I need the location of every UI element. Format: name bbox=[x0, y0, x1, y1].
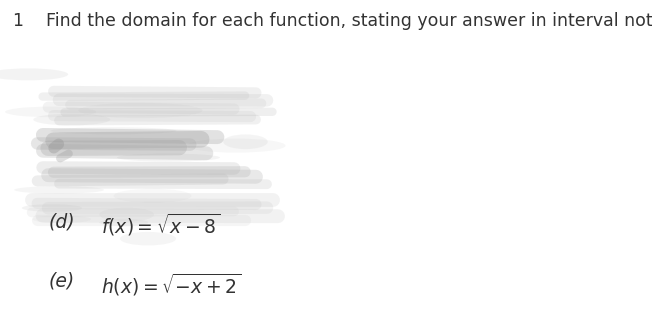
Ellipse shape bbox=[14, 186, 104, 193]
Text: Find the domain for each function, stating your answer in interval notation.: Find the domain for each function, stati… bbox=[46, 12, 652, 31]
Ellipse shape bbox=[5, 107, 96, 117]
Ellipse shape bbox=[33, 215, 91, 223]
Text: (d): (d) bbox=[49, 212, 76, 231]
Text: (e): (e) bbox=[49, 271, 75, 290]
Ellipse shape bbox=[113, 189, 192, 203]
Ellipse shape bbox=[50, 127, 176, 134]
Text: $h(x) = \sqrt{-x + 2}$: $h(x) = \sqrt{-x + 2}$ bbox=[101, 271, 241, 298]
Ellipse shape bbox=[99, 207, 154, 222]
Ellipse shape bbox=[223, 134, 268, 149]
Ellipse shape bbox=[22, 204, 82, 212]
Ellipse shape bbox=[120, 232, 176, 246]
Ellipse shape bbox=[117, 154, 220, 162]
Text: $f(x) = \sqrt{x - 8}$: $f(x) = \sqrt{x - 8}$ bbox=[101, 212, 220, 238]
Ellipse shape bbox=[0, 68, 68, 80]
Ellipse shape bbox=[99, 219, 148, 226]
Ellipse shape bbox=[33, 114, 110, 125]
Text: 1: 1 bbox=[12, 12, 23, 31]
Ellipse shape bbox=[78, 103, 203, 118]
Ellipse shape bbox=[186, 139, 286, 153]
